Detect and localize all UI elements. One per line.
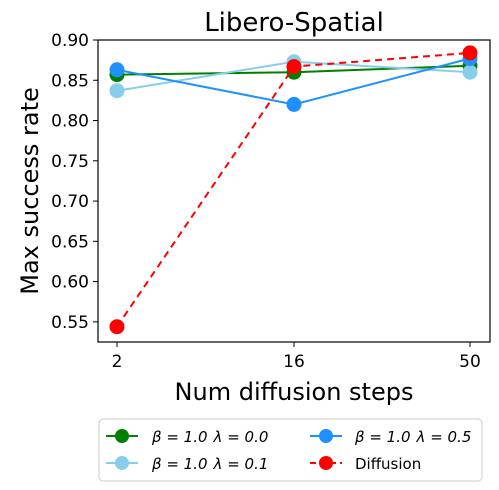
x-axis: 2 16 50	[112, 342, 481, 372]
x-tick-label: 2	[112, 352, 123, 372]
y-axis-label: Max success rate	[16, 87, 44, 295]
data-point	[286, 59, 302, 75]
y-axis: 0.55 0.60 0.65 0.70 0.75 0.80 0.85 0.90	[51, 31, 98, 333]
y-tick-label: 0.85	[51, 71, 89, 91]
y-tick-label: 0.70	[51, 192, 89, 212]
legend-item: β = 1.0 λ = 0.0	[106, 428, 268, 446]
plot-frame	[97, 39, 491, 343]
y-tick-label: 0.75	[51, 152, 89, 172]
y-tick-label: 0.90	[51, 31, 89, 51]
y-tick-label: 0.80	[51, 112, 89, 132]
legend-item: β = 1.0 λ = 0.5	[310, 428, 471, 446]
svg-text:β = 1.0λ = 0.1: β = 1.0 λ = 0.1	[151, 455, 268, 473]
y-tick-label: 0.60	[51, 273, 89, 293]
y-tick-label: 0.55	[51, 313, 89, 333]
svg-text:Diffusion: Diffusion	[355, 455, 421, 473]
legend: β = 1.0 λ = 0.0 β = 1.0 λ = 0.5 β = 1.0 λ =…	[98, 418, 483, 482]
data-point	[109, 83, 125, 99]
legend-item: β = 1.0 λ = 0.1	[106, 455, 268, 473]
series	[109, 51, 478, 112]
x-tick-label: 50	[459, 352, 481, 372]
x-tick-label: 16	[283, 352, 305, 372]
series-layer	[109, 45, 478, 335]
series-line	[116, 51, 471, 328]
data-point	[462, 45, 478, 61]
svg-text:β = 1.0λ = 0.5: β = 1.0 λ = 0.5	[354, 428, 471, 446]
data-point	[109, 319, 125, 335]
x-axis-label: Num diffusion steps	[175, 378, 414, 406]
legend-box	[98, 418, 483, 482]
chart-title: Libero-Spatial	[204, 8, 384, 38]
series	[109, 45, 478, 335]
data-point	[286, 96, 302, 112]
data-point	[462, 64, 478, 80]
data-point	[109, 62, 125, 78]
svg-text:β = 1.0λ = 0.0: β = 1.0 λ = 0.0	[151, 428, 268, 446]
legend-item: Diffusion	[310, 455, 421, 473]
y-tick-label: 0.65	[51, 232, 89, 252]
